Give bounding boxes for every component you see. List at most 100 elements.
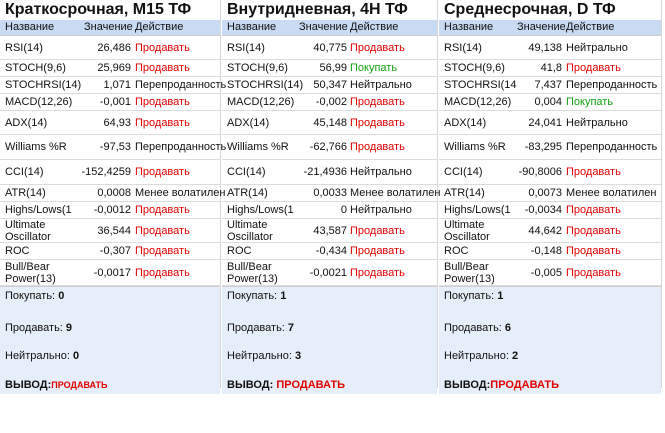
table-row: MACD(12,26) -0,002 Продавать [222,94,437,111]
indicator-action: Перепроданность [135,79,227,91]
indicator-name: STOCHRSI(14 [444,79,517,91]
indicator-name: Highs/Lows(1 [5,204,72,216]
table-row: Ultimate Oscillator 44,642 Продавать [439,219,661,243]
summary-buy: Покупать: 1 [444,290,504,302]
table-row: ADX(14) 45,148 Продавать [222,111,437,135]
table-row: Bull/Bear Power(13) -0,0017 Продавать [0,260,220,286]
indicator-value: -0,0012 [93,204,131,216]
indicator-name: MACD(12,26) [5,96,73,108]
indicator-value: -152,4259 [81,166,131,178]
table-row: ROC -0,148 Продавать [439,243,661,260]
indicator-action: Перепроданность [135,141,227,153]
summary-sell: Продавать: 9 [5,322,73,334]
indicator-value: -97,53 [99,141,131,153]
indicator-action: Продавать [566,245,621,257]
table-header: Название Значение Действие [439,20,661,36]
indicator-name: STOCHRSI(14) [227,79,304,91]
indicator-action: Продавать [135,266,190,279]
indicator-action: Нейтрально [350,166,412,178]
indicator-value: 0,0008 [97,187,131,199]
table-row: MACD(12,26) -0,001 Продавать [0,94,220,111]
indicator-action: Нейтрально [350,204,412,216]
summary: Покупать: 1 Продавать: 6 Нейтрально: 2 В… [439,286,661,394]
indicator-name: Williams %R [444,141,506,153]
indicator-name: MACD(12,26) [444,96,512,108]
indicator-action: Менее волатилен [350,187,441,199]
indicator-name: ROC [227,245,252,257]
summary-buy: Покупать: 1 [227,290,287,302]
indicator-value: -0,001 [99,96,131,108]
indicator-value: -90,8006 [518,166,562,178]
indicator-value: 56,99 [319,62,347,74]
indicator-action: Продавать [350,245,405,257]
indicator-action: Нейтрально [350,79,412,91]
table-row: Williams %R -62,766 Продавать [222,135,437,160]
header-value: Значение [517,21,566,33]
header-name: Название [444,21,494,33]
indicator-name: Bull/Bear Power(13) [444,260,495,285]
header-name: Название [5,21,55,33]
header-action: Действие [350,21,399,33]
indicator-action: Продавать [135,62,190,74]
indicator-name: Ultimate Oscillator [227,218,273,243]
table-row: MACD(12,26) 0,004 Покупать [439,94,661,111]
indicator-action: Менее волатилен [135,187,226,199]
panel-title: Среднесрочная, D ТФ [444,1,616,18]
indicator-action: Менее волатилен [566,187,657,199]
indicator-name: STOCH(9,6) [444,62,505,74]
panel-4h: Внутридневная, 4H ТФ Название Значение Д… [222,0,441,394]
indicator-name: RSI(14) [227,41,265,54]
indicator-name: ATR(14) [227,187,268,199]
summary-sell: Продавать: 7 [227,322,295,334]
indicator-action: Продавать [135,166,190,178]
summary-neutral: Нейтрально: 3 [227,350,302,362]
header-action: Действие [566,21,615,33]
table-row: Bull/Bear Power(13) -0,0021 Продавать [222,260,437,286]
indicator-value: -0,0021 [309,266,347,279]
table-row: ADX(14) 64,93 Продавать [0,111,220,135]
indicator-action: Продавать [566,266,621,279]
indicator-value: -0,0034 [524,204,562,216]
indicator-value: 36,544 [97,224,131,237]
indicator-action: Продавать [135,224,190,237]
header-name: Название [227,21,277,33]
panel-d: Среднесрочная, D ТФ Название Значение Де… [439,0,662,394]
table-row: ROC -0,434 Продавать [222,243,437,260]
indicator-name: Ultimate Oscillator [444,218,490,243]
indicator-value: 45,148 [313,116,347,129]
table-row: Ultimate Oscillator 36,544 Продавать [0,219,220,243]
indicator-action: Продавать [135,245,190,257]
summary-conclusion: ВЫВОД: ПРОДАВАТЬ [227,379,346,391]
panel-title: Внутридневная, 4H ТФ [227,1,408,18]
indicator-action: Продавать [566,62,621,74]
table-row: ROC -0,307 Продавать [0,243,220,260]
indicator-value: 1,071 [103,79,131,91]
indicator-action: Продавать [135,204,190,216]
table-body: RSI(14) 49,138 Нейтрально STOCH(9,6) 41,8 Про… [439,36,661,286]
indicator-action: Продавать [350,116,405,129]
header-action: Действие [135,21,184,33]
indicator-action: Продавать [135,96,190,108]
indicator-action: Продавать [566,204,621,216]
indicator-value: 40,775 [313,41,347,54]
indicator-value: 24,041 [528,116,562,129]
indicator-tables: Краткосрочная, M15 ТФ Название Значение … [0,0,662,394]
indicator-name: ADX(14) [444,116,487,129]
indicator-value: 50,347 [313,79,347,91]
indicator-action: Продавать [135,116,190,129]
header-value: Значение [299,21,348,33]
indicator-action: Нейтрально [566,116,628,129]
indicator-value: 7,437 [534,79,562,91]
indicator-action: Продавать [135,41,190,54]
summary-conclusion: ВЫВОД:ПРОДАВАТЬ [5,379,108,391]
indicator-value: -62,766 [309,141,347,153]
table-row: STOCH(9,6) 41,8 Продавать [439,60,661,77]
table-row: RSI(14) 40,775 Продавать [222,36,437,60]
table-row: Highs/Lows(1 0 Нейтрально [222,202,437,219]
indicator-action: Продавать [350,266,405,279]
indicator-value: -0,0017 [93,266,131,279]
indicator-name: ROC [444,245,469,257]
indicator-value: 41,8 [540,62,562,74]
table-row: STOCHRSI(14) 1,071 Перепроданность [0,77,226,94]
table-row: ATR(14) 0,0033 Менее волатилен [222,185,441,202]
